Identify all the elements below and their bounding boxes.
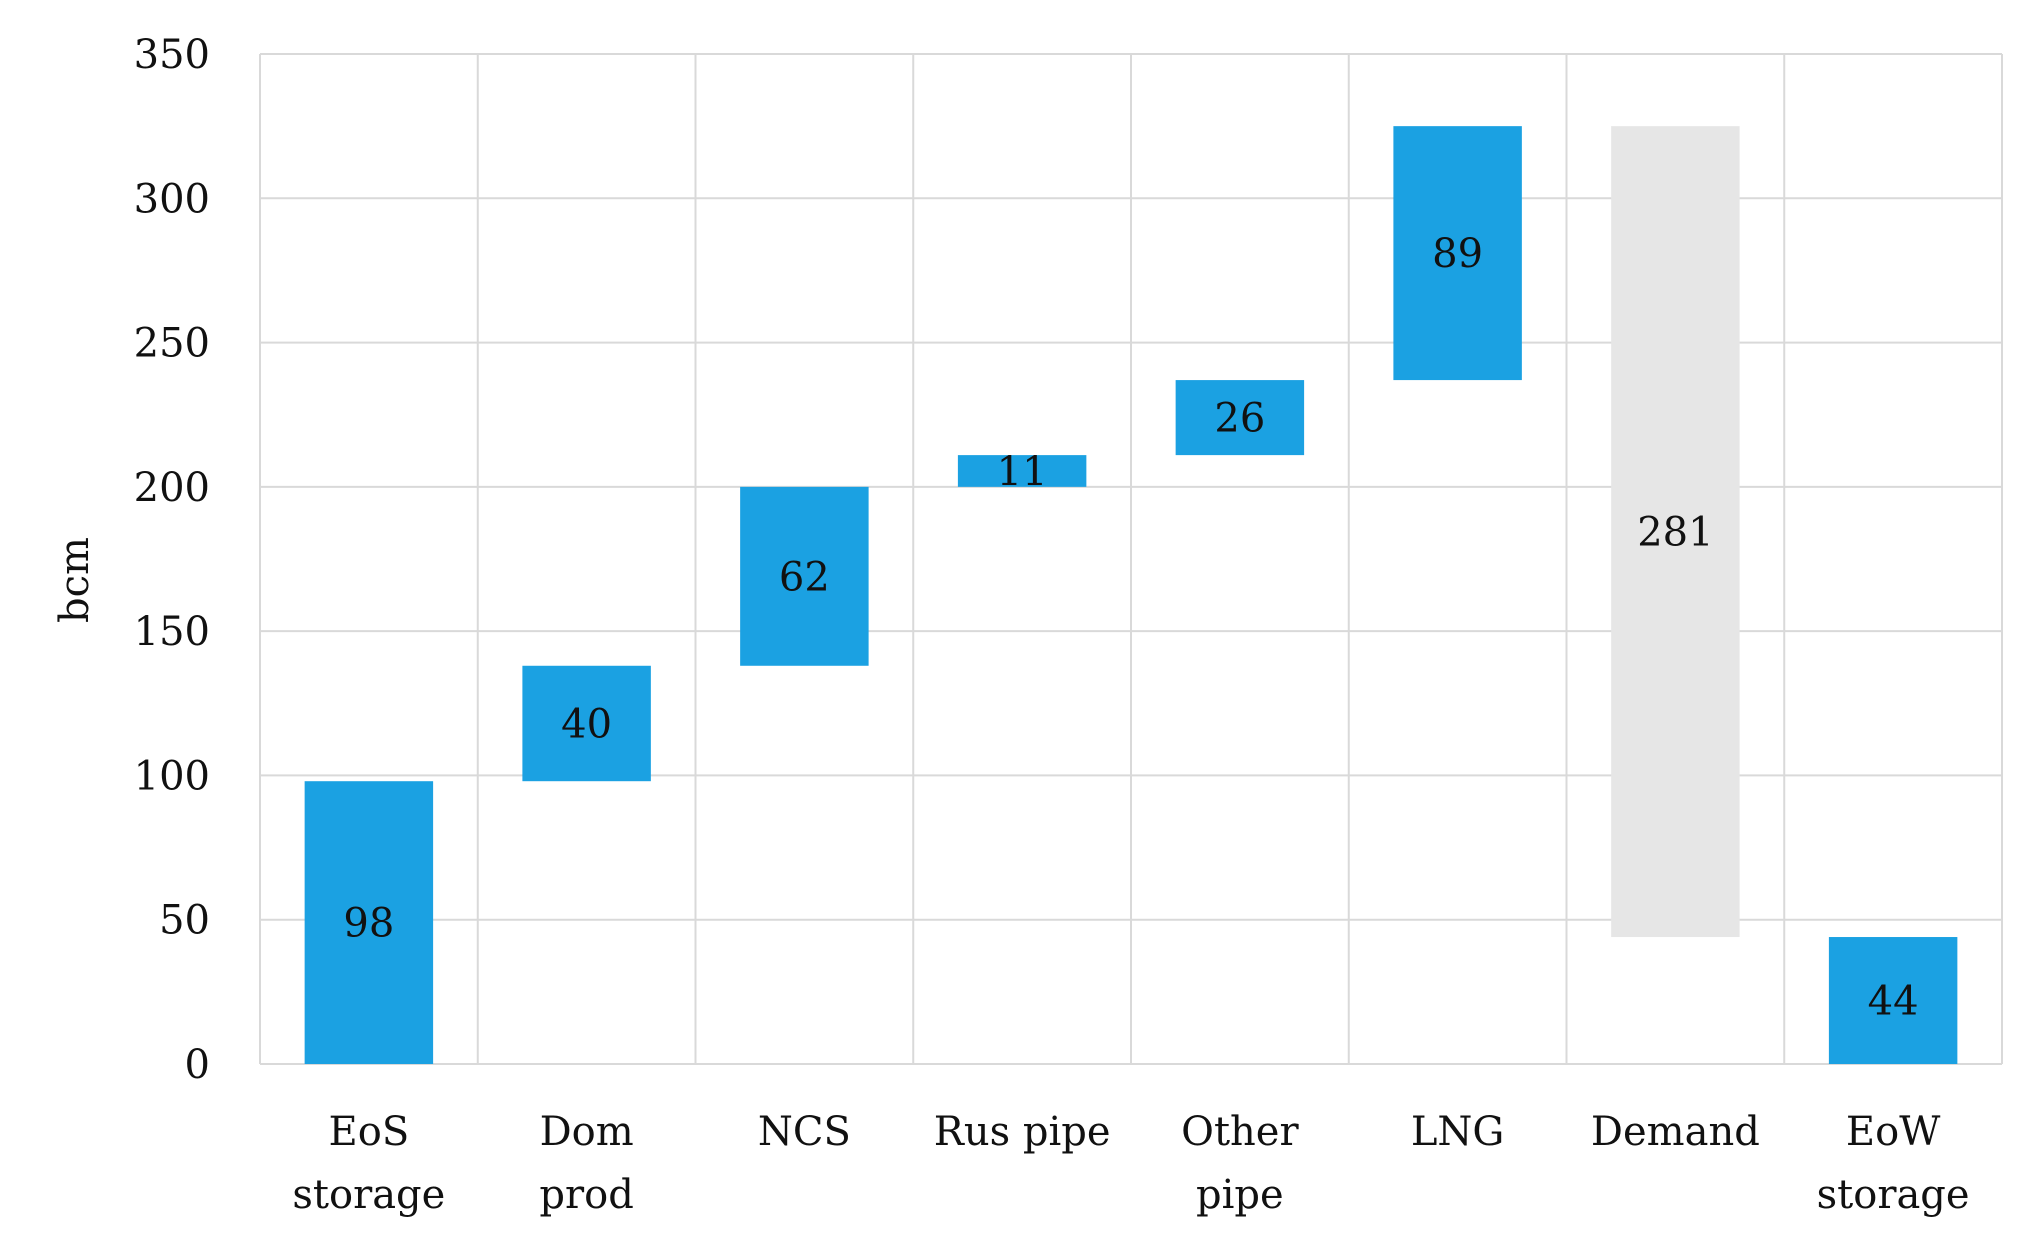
bar-value-label: 44 [1868,979,1919,1025]
y-tick-label: 100 [134,753,210,799]
x-tick-label: EoW [1846,1109,1940,1155]
x-tick-label: Dom [540,1109,634,1155]
bar-value-label: 62 [779,554,830,600]
y-tick-label: 300 [134,176,210,222]
x-tick-label: Other [1181,1109,1299,1155]
x-tick-label: pipe [1196,1172,1284,1218]
x-tick-label: storage [1817,1172,1970,1218]
waterfall-bar [1828,937,1958,1064]
waterfall-bar [522,665,651,782]
waterfall-bar [1611,126,1740,938]
y-tick-label: 50 [159,898,210,944]
x-tick-label: EoS [329,1109,410,1155]
waterfall-bar [1175,380,1305,456]
x-tick-label: Demand [1591,1109,1760,1155]
y-tick-label: 250 [134,321,210,367]
waterfall-bar [740,486,869,666]
bar-value-label: 98 [343,901,394,947]
bar-value-label: 89 [1432,231,1483,277]
x-axis-ticks: EoS storage Dom prod NCS Rus pipe Other pipe LNG… [292,1109,1969,1218]
waterfall-bar [957,455,1087,487]
x-tick-label: prod [539,1172,633,1218]
bar-value-label: 40 [561,701,612,747]
bar-value-label: 26 [1214,396,1265,442]
y-tick-label: 150 [134,609,210,655]
bar-value-label: 11 [997,449,1048,495]
waterfall-bar [304,781,434,1064]
y-axis-ticks: 0 50 100 150 200 250 300 350 [134,32,210,1088]
x-tick-label: Rus pipe [934,1109,1111,1155]
data-labels: 98 40 62 11 26 89 281 44 [343,231,1918,1024]
y-tick-label: 200 [134,465,210,511]
y-tick-label: 350 [134,32,210,78]
x-tick-label: NCS [758,1109,851,1155]
y-tick-label: 0 [185,1042,210,1088]
grid [259,53,2003,1065]
waterfall-bar [1393,126,1522,381]
y-axis-label: bcm [52,537,98,623]
bar-value-label: 281 [1637,510,1713,556]
x-tick-label: storage [292,1172,445,1218]
x-tick-label: LNG [1411,1109,1505,1155]
bars [304,126,1958,1064]
